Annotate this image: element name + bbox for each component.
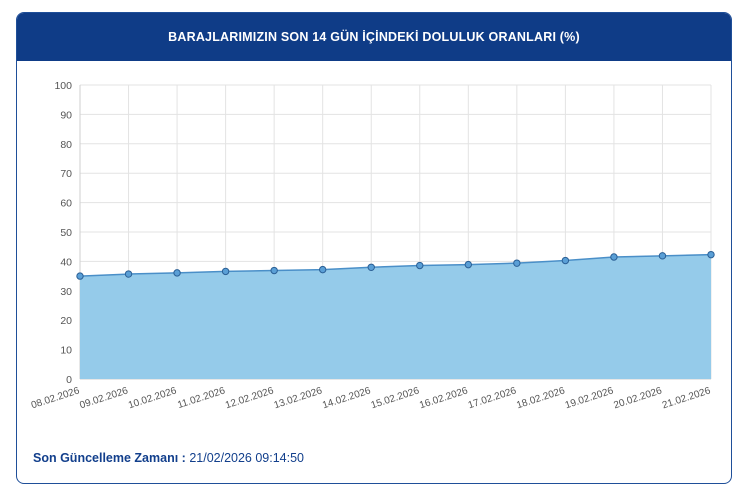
- data-point: [367, 263, 375, 271]
- x-tick-label: 16.02.2026: [418, 385, 469, 411]
- data-point: [416, 261, 424, 270]
- data-point: [707, 250, 715, 259]
- y-tick-label: 100: [54, 80, 72, 92]
- x-tick-label: 17.02.2026: [467, 385, 518, 411]
- y-tick-label: 40: [60, 256, 72, 268]
- y-tick-label: 20: [60, 315, 72, 327]
- data-point: [76, 272, 84, 280]
- y-tick-label: 60: [60, 198, 72, 210]
- y-tick-label: 0: [66, 374, 72, 386]
- x-tick-label: 10.02.2026: [127, 385, 178, 411]
- x-tick-label: 13.02.2026: [273, 385, 324, 411]
- data-point: [318, 265, 327, 274]
- x-tick-label: 14.02.2026: [321, 385, 372, 411]
- data-point: [513, 259, 521, 267]
- y-tick-label: 70: [60, 168, 72, 180]
- y-tick-label: 10: [60, 345, 72, 357]
- last-update-label: Son Güncelleme Zamanı :: [33, 451, 186, 465]
- x-tick-label: 18.02.2026: [515, 385, 566, 411]
- x-tick-label: 20.02.2026: [612, 385, 663, 411]
- x-tick-label: 15.02.2026: [370, 385, 421, 411]
- y-tick-label: 50: [60, 227, 72, 239]
- data-point: [658, 252, 667, 260]
- x-tick-label: 11.02.2026: [176, 385, 227, 411]
- chart-card: BARAJLARIMIZIN SON 14 GÜN İÇİNDEKİ DOLUL…: [16, 12, 732, 484]
- y-tick-label: 80: [60, 139, 72, 151]
- y-tick-label: 30: [60, 286, 72, 298]
- x-tick-label: 21.02.2026: [661, 385, 712, 411]
- data-point: [464, 260, 473, 269]
- doluluk-area-chart: 0 10 20 30 40 50 60 70 80 90 100 08.02.202609.02.20…: [30, 80, 715, 411]
- data-point: [270, 266, 278, 275]
- data-point: [173, 269, 181, 277]
- last-update: Son Güncelleme Zamanı : 21/02/2026 09:14…: [33, 451, 304, 465]
- chart-title: BARAJLARIMIZIN SON 14 GÜN İÇİNDEKİ DOLUL…: [17, 13, 731, 61]
- doluluk-area: [80, 254, 711, 379]
- x-tick-label: 09.02.2026: [78, 385, 129, 411]
- x-tick-label: 08.02.2026: [30, 385, 81, 411]
- x-tick-label: 19.02.2026: [564, 385, 615, 411]
- x-tick-label: 12.02.2026: [224, 385, 275, 411]
- doluluk-line: [79, 253, 712, 277]
- y-tick-label: 90: [60, 109, 72, 121]
- data-point: [124, 270, 133, 278]
- last-update-value: 21/02/2026 09:14:50: [189, 451, 305, 465]
- data-point: [221, 267, 230, 276]
- data-point: [610, 253, 618, 261]
- chart-area: 0 10 20 30 40 50 60 70 80 90 100 08.02.2026 09.02.20…: [17, 61, 731, 441]
- data-point: [561, 256, 570, 265]
